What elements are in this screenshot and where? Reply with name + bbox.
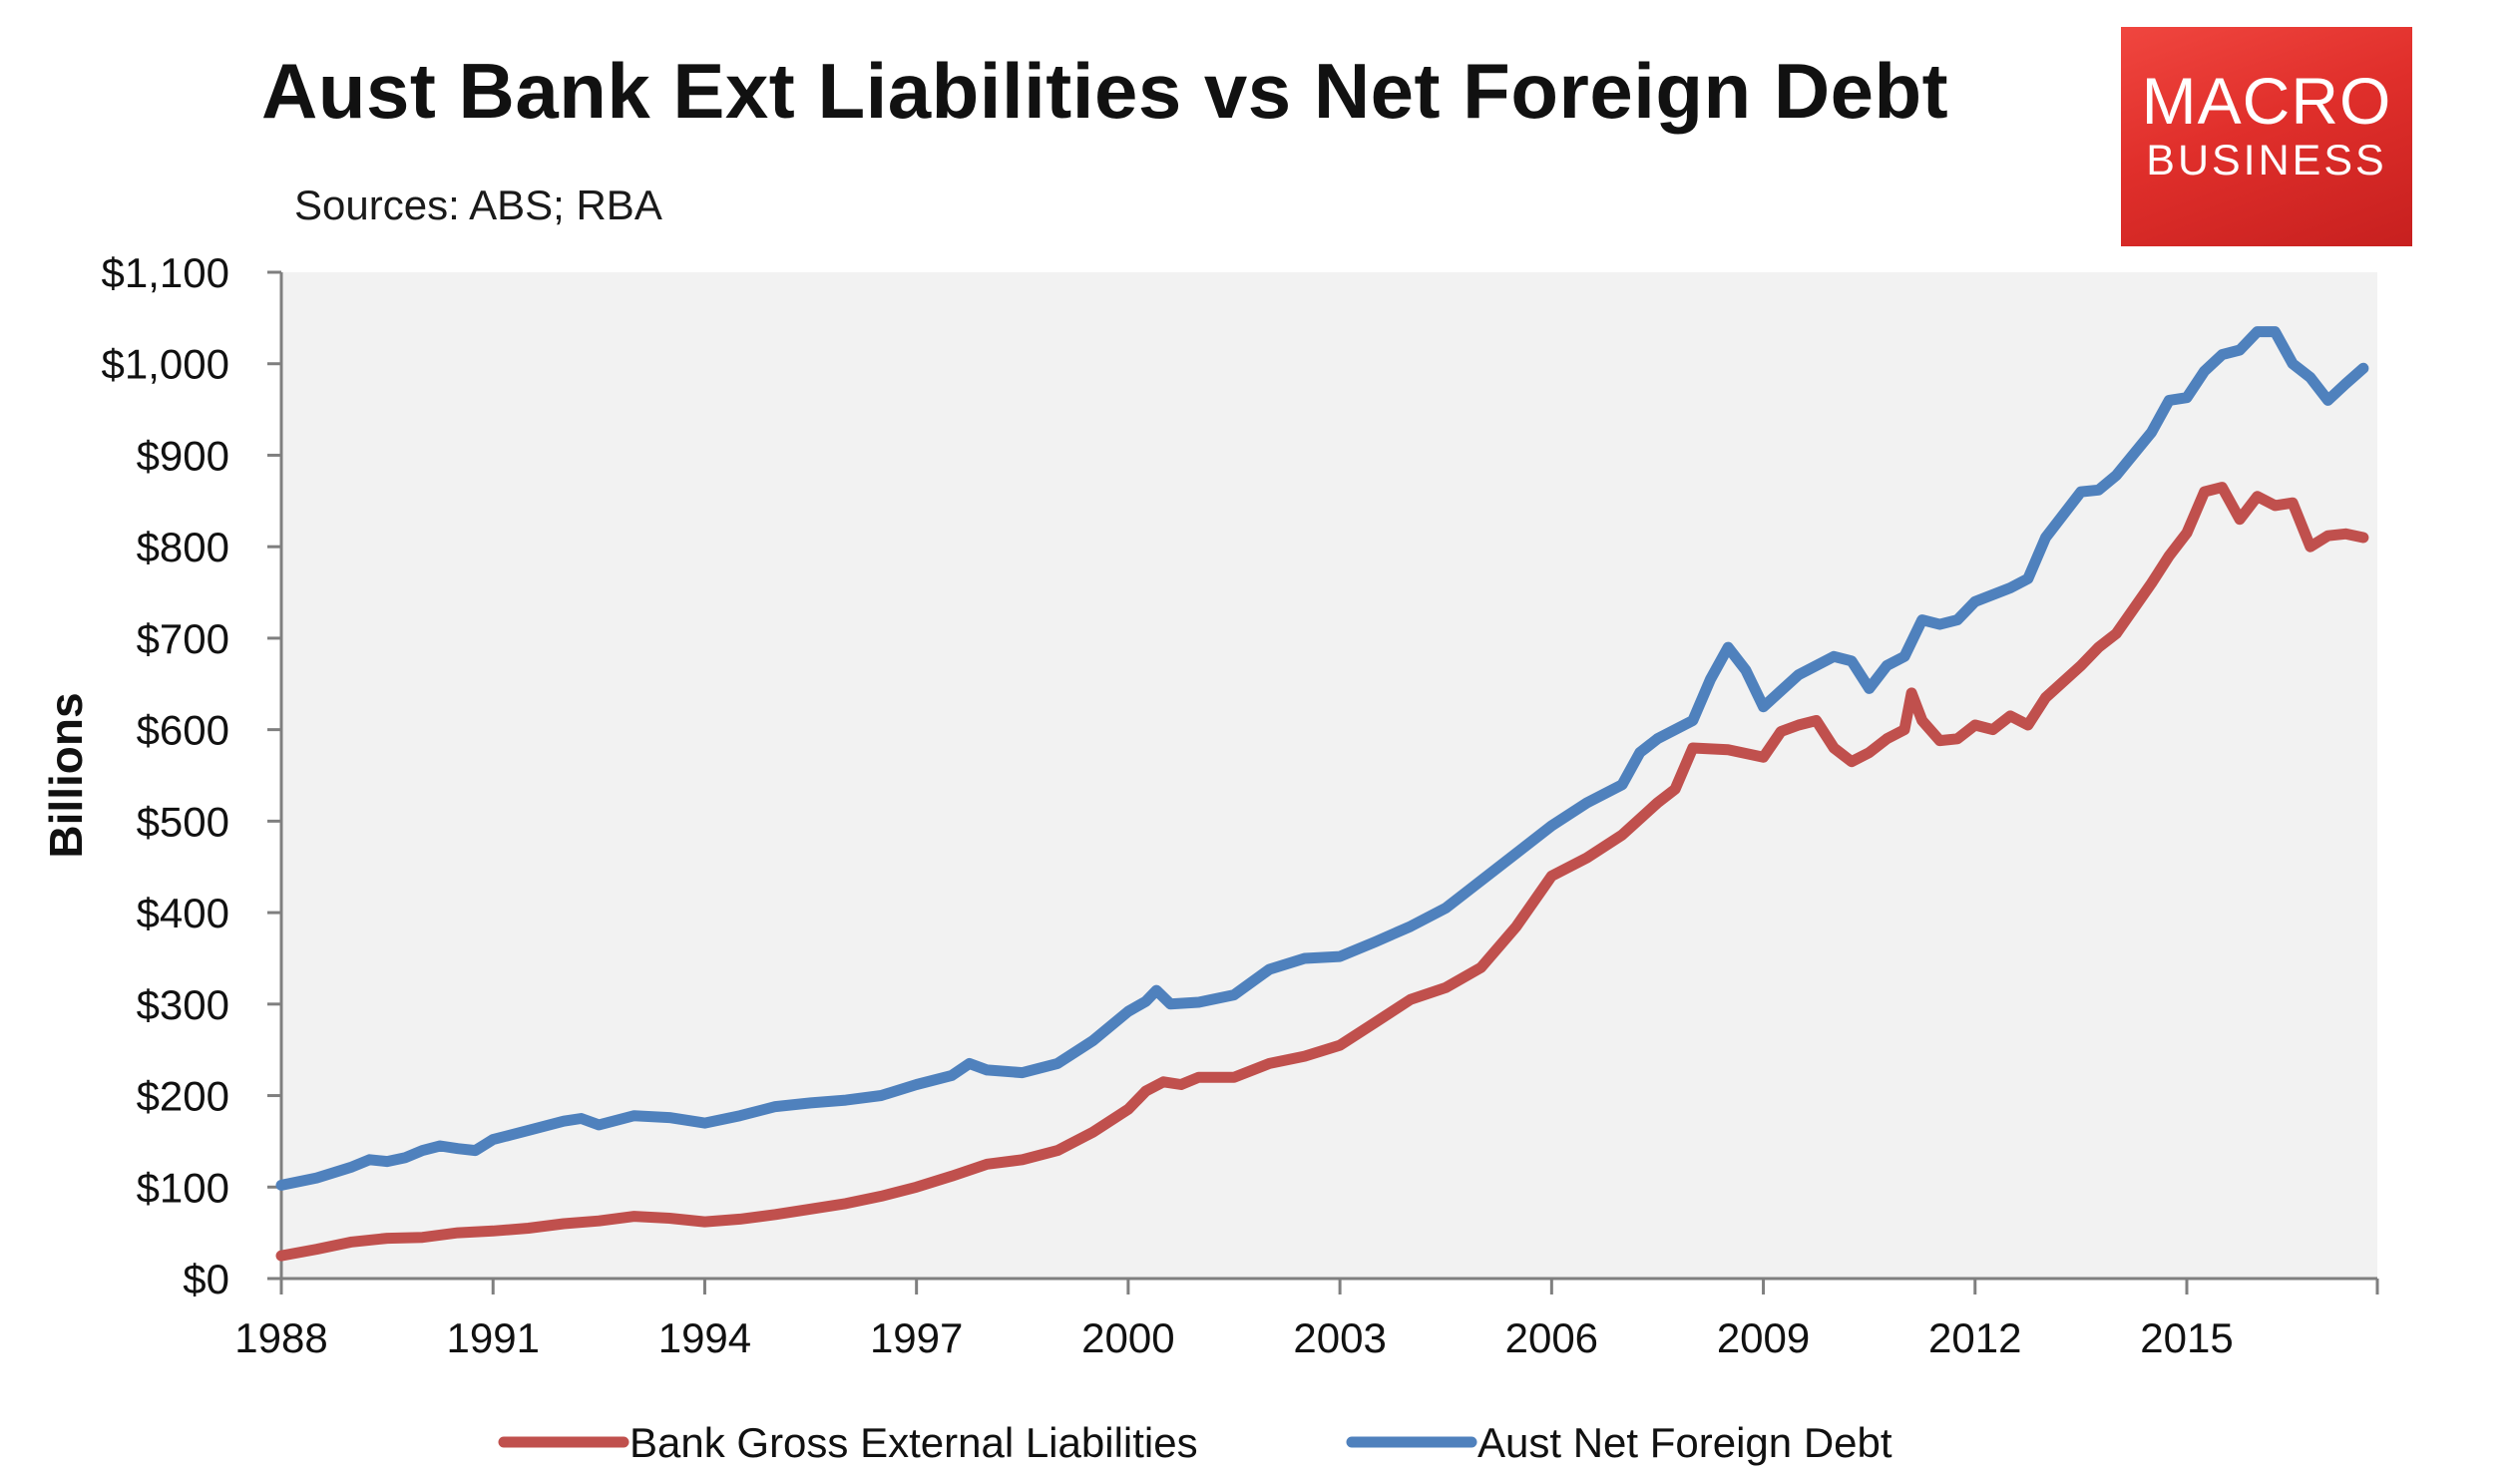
y-tick-label: $300 bbox=[137, 981, 229, 1028]
y-tick-label: $500 bbox=[137, 798, 229, 845]
y-tick-label: $600 bbox=[137, 707, 229, 754]
series-line-net-foreign-debt bbox=[275, 326, 2369, 1191]
x-tick-label: 2000 bbox=[1081, 1314, 1174, 1361]
logo-line-2: BUSINESS bbox=[2146, 137, 2387, 185]
x-tick-label: 1991 bbox=[447, 1314, 540, 1361]
y-tick-label: $1,000 bbox=[102, 341, 229, 388]
x-tick-label: 2006 bbox=[1505, 1314, 1598, 1361]
chart-subtitle: Sources: ABS; RBA bbox=[294, 182, 662, 228]
legend-label: Bank Gross External Liabilities bbox=[630, 1419, 1198, 1466]
x-tick-label: 1994 bbox=[658, 1314, 751, 1361]
x-tick-label: 2009 bbox=[1717, 1314, 1810, 1361]
y-axis-title: Billions bbox=[40, 692, 92, 858]
y-tick-label: $400 bbox=[137, 890, 229, 936]
legend-label: Aust Net Foreign Debt bbox=[1477, 1419, 1892, 1466]
chart-title: Aust Bank Ext Liabilities vs Net Foreign… bbox=[261, 47, 1949, 135]
x-tick-label: 1988 bbox=[234, 1314, 327, 1361]
y-tick-label: $100 bbox=[137, 1164, 229, 1211]
y-tick-label: $900 bbox=[137, 432, 229, 479]
y-tick-label: $700 bbox=[137, 615, 229, 662]
series-line-bank-liabilities bbox=[275, 482, 2369, 1262]
macro-business-logo: MACRO BUSINESS bbox=[2121, 27, 2412, 246]
y-tick-label: $1,100 bbox=[102, 249, 229, 296]
x-tick-label: 2012 bbox=[1928, 1314, 2021, 1361]
x-tick-label: 1997 bbox=[870, 1314, 963, 1361]
y-tick-label: $800 bbox=[137, 524, 229, 570]
plot-area bbox=[281, 272, 2377, 1279]
x-tick-label: 2003 bbox=[1293, 1314, 1386, 1361]
logo-line-1: MACRO bbox=[2141, 64, 2392, 138]
y-tick-label: $200 bbox=[137, 1073, 229, 1120]
y-tick-label: $0 bbox=[183, 1256, 229, 1302]
x-tick-label: 2015 bbox=[2140, 1314, 2233, 1361]
